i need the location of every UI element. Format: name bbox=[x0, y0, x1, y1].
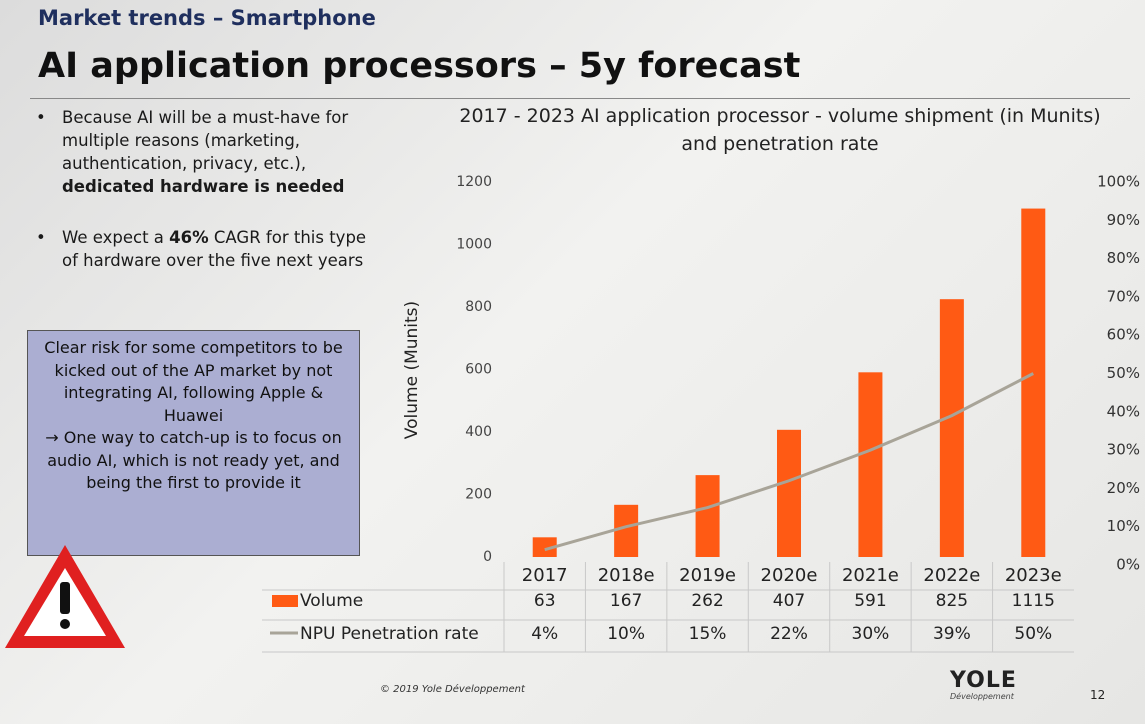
y-tick-label: 0 bbox=[483, 549, 492, 565]
x-tick-label: 2023e bbox=[1005, 565, 1062, 586]
callout-text: Clear risk for some competitors to be ki… bbox=[44, 338, 343, 425]
x-tick-label: 2022e bbox=[923, 565, 980, 586]
bullet-text: 46% bbox=[169, 228, 209, 247]
x-tick-label: 2018e bbox=[598, 565, 655, 586]
warning-icon bbox=[5, 545, 125, 648]
table-value: 407 bbox=[773, 591, 805, 611]
y-tick-label: 600 bbox=[465, 362, 492, 378]
bar bbox=[1021, 208, 1046, 557]
table-value: 4% bbox=[531, 624, 558, 644]
legend-label: NPU Penetration rate bbox=[300, 624, 479, 644]
table-value: 10% bbox=[607, 624, 645, 644]
bullet-text: We expect a bbox=[62, 228, 164, 247]
y-axis-label: Volume (Munits) bbox=[402, 301, 422, 439]
bullet-text: dedicated hardware is needed bbox=[62, 177, 345, 196]
x-tick-label: 2017 bbox=[522, 565, 568, 586]
chart-title: 2017 - 2023 AI application processor - v… bbox=[459, 105, 1101, 155]
table-value: 30% bbox=[852, 624, 890, 644]
y2-tick-label: 60% bbox=[1107, 326, 1140, 344]
legend-label: Volume bbox=[300, 591, 363, 611]
y2-tick-label: 0% bbox=[1116, 556, 1140, 574]
section-title: Market trends – Smartphone bbox=[38, 6, 376, 30]
bullet-text: Because AI will be a must-have for multi… bbox=[62, 108, 349, 173]
bar bbox=[939, 299, 964, 557]
table-value: 167 bbox=[610, 591, 642, 611]
y-tick-label: 1200 bbox=[456, 174, 492, 190]
bar bbox=[777, 429, 801, 557]
y2-tick-label: 10% bbox=[1107, 517, 1140, 535]
y-tick-label: 1000 bbox=[456, 237, 492, 253]
y2-tick-label: 80% bbox=[1107, 249, 1140, 267]
y2-tick-label: 20% bbox=[1107, 479, 1140, 497]
copyright: © 2019 Yole Développement bbox=[380, 684, 525, 695]
table-value: 63 bbox=[534, 591, 556, 611]
y-tick-label: 400 bbox=[465, 424, 492, 440]
y-tick-label: 200 bbox=[465, 487, 492, 503]
bullet-text: CAGR for this type of hardware over the … bbox=[62, 228, 367, 270]
title-rule bbox=[30, 98, 1130, 99]
bullet: • Because AI will be a must-have for mult… bbox=[36, 108, 349, 196]
exclamation-dot bbox=[60, 619, 70, 629]
table-value: 22% bbox=[770, 624, 808, 644]
table-value: 39% bbox=[933, 624, 971, 644]
line-series bbox=[544, 372, 1034, 552]
y-tick-label: 800 bbox=[465, 299, 492, 315]
callout-box: Clear risk for some competitors to be ki… bbox=[27, 330, 360, 556]
y2-tick-label: 100% bbox=[1097, 173, 1140, 191]
bar bbox=[695, 475, 720, 557]
table-value: 50% bbox=[1014, 624, 1052, 644]
y2-tick-label: 90% bbox=[1107, 211, 1140, 229]
table-value: 825 bbox=[936, 591, 968, 611]
table-value: 1115 bbox=[1012, 591, 1055, 611]
bar bbox=[614, 504, 639, 557]
slide-title: AI application processors – 5y forecast bbox=[38, 46, 801, 86]
x-tick-label: 2021e bbox=[842, 565, 899, 586]
logo-sub: Développement bbox=[950, 692, 1014, 701]
y2-tick-label: 40% bbox=[1107, 402, 1140, 420]
legend-swatch bbox=[272, 595, 298, 607]
logo: YOLE bbox=[950, 668, 1017, 693]
table-value: 15% bbox=[689, 624, 727, 644]
y2-tick-label: 70% bbox=[1107, 287, 1140, 305]
x-tick-label: 2020e bbox=[761, 565, 818, 586]
table-value: 591 bbox=[854, 591, 886, 611]
exclamation bbox=[60, 582, 70, 614]
bullet: • We expect a 46% CAGR for this type of h… bbox=[36, 228, 367, 270]
page-number: 12 bbox=[1090, 688, 1106, 702]
y2-tick-label: 50% bbox=[1107, 364, 1140, 382]
bar bbox=[532, 537, 557, 557]
y2-tick-label: 30% bbox=[1107, 441, 1140, 459]
table-value: 262 bbox=[691, 591, 723, 611]
x-tick-label: 2019e bbox=[679, 565, 736, 586]
callout-text: → One way to catch-up is to focus on aud… bbox=[45, 428, 342, 492]
bar bbox=[858, 372, 883, 557]
